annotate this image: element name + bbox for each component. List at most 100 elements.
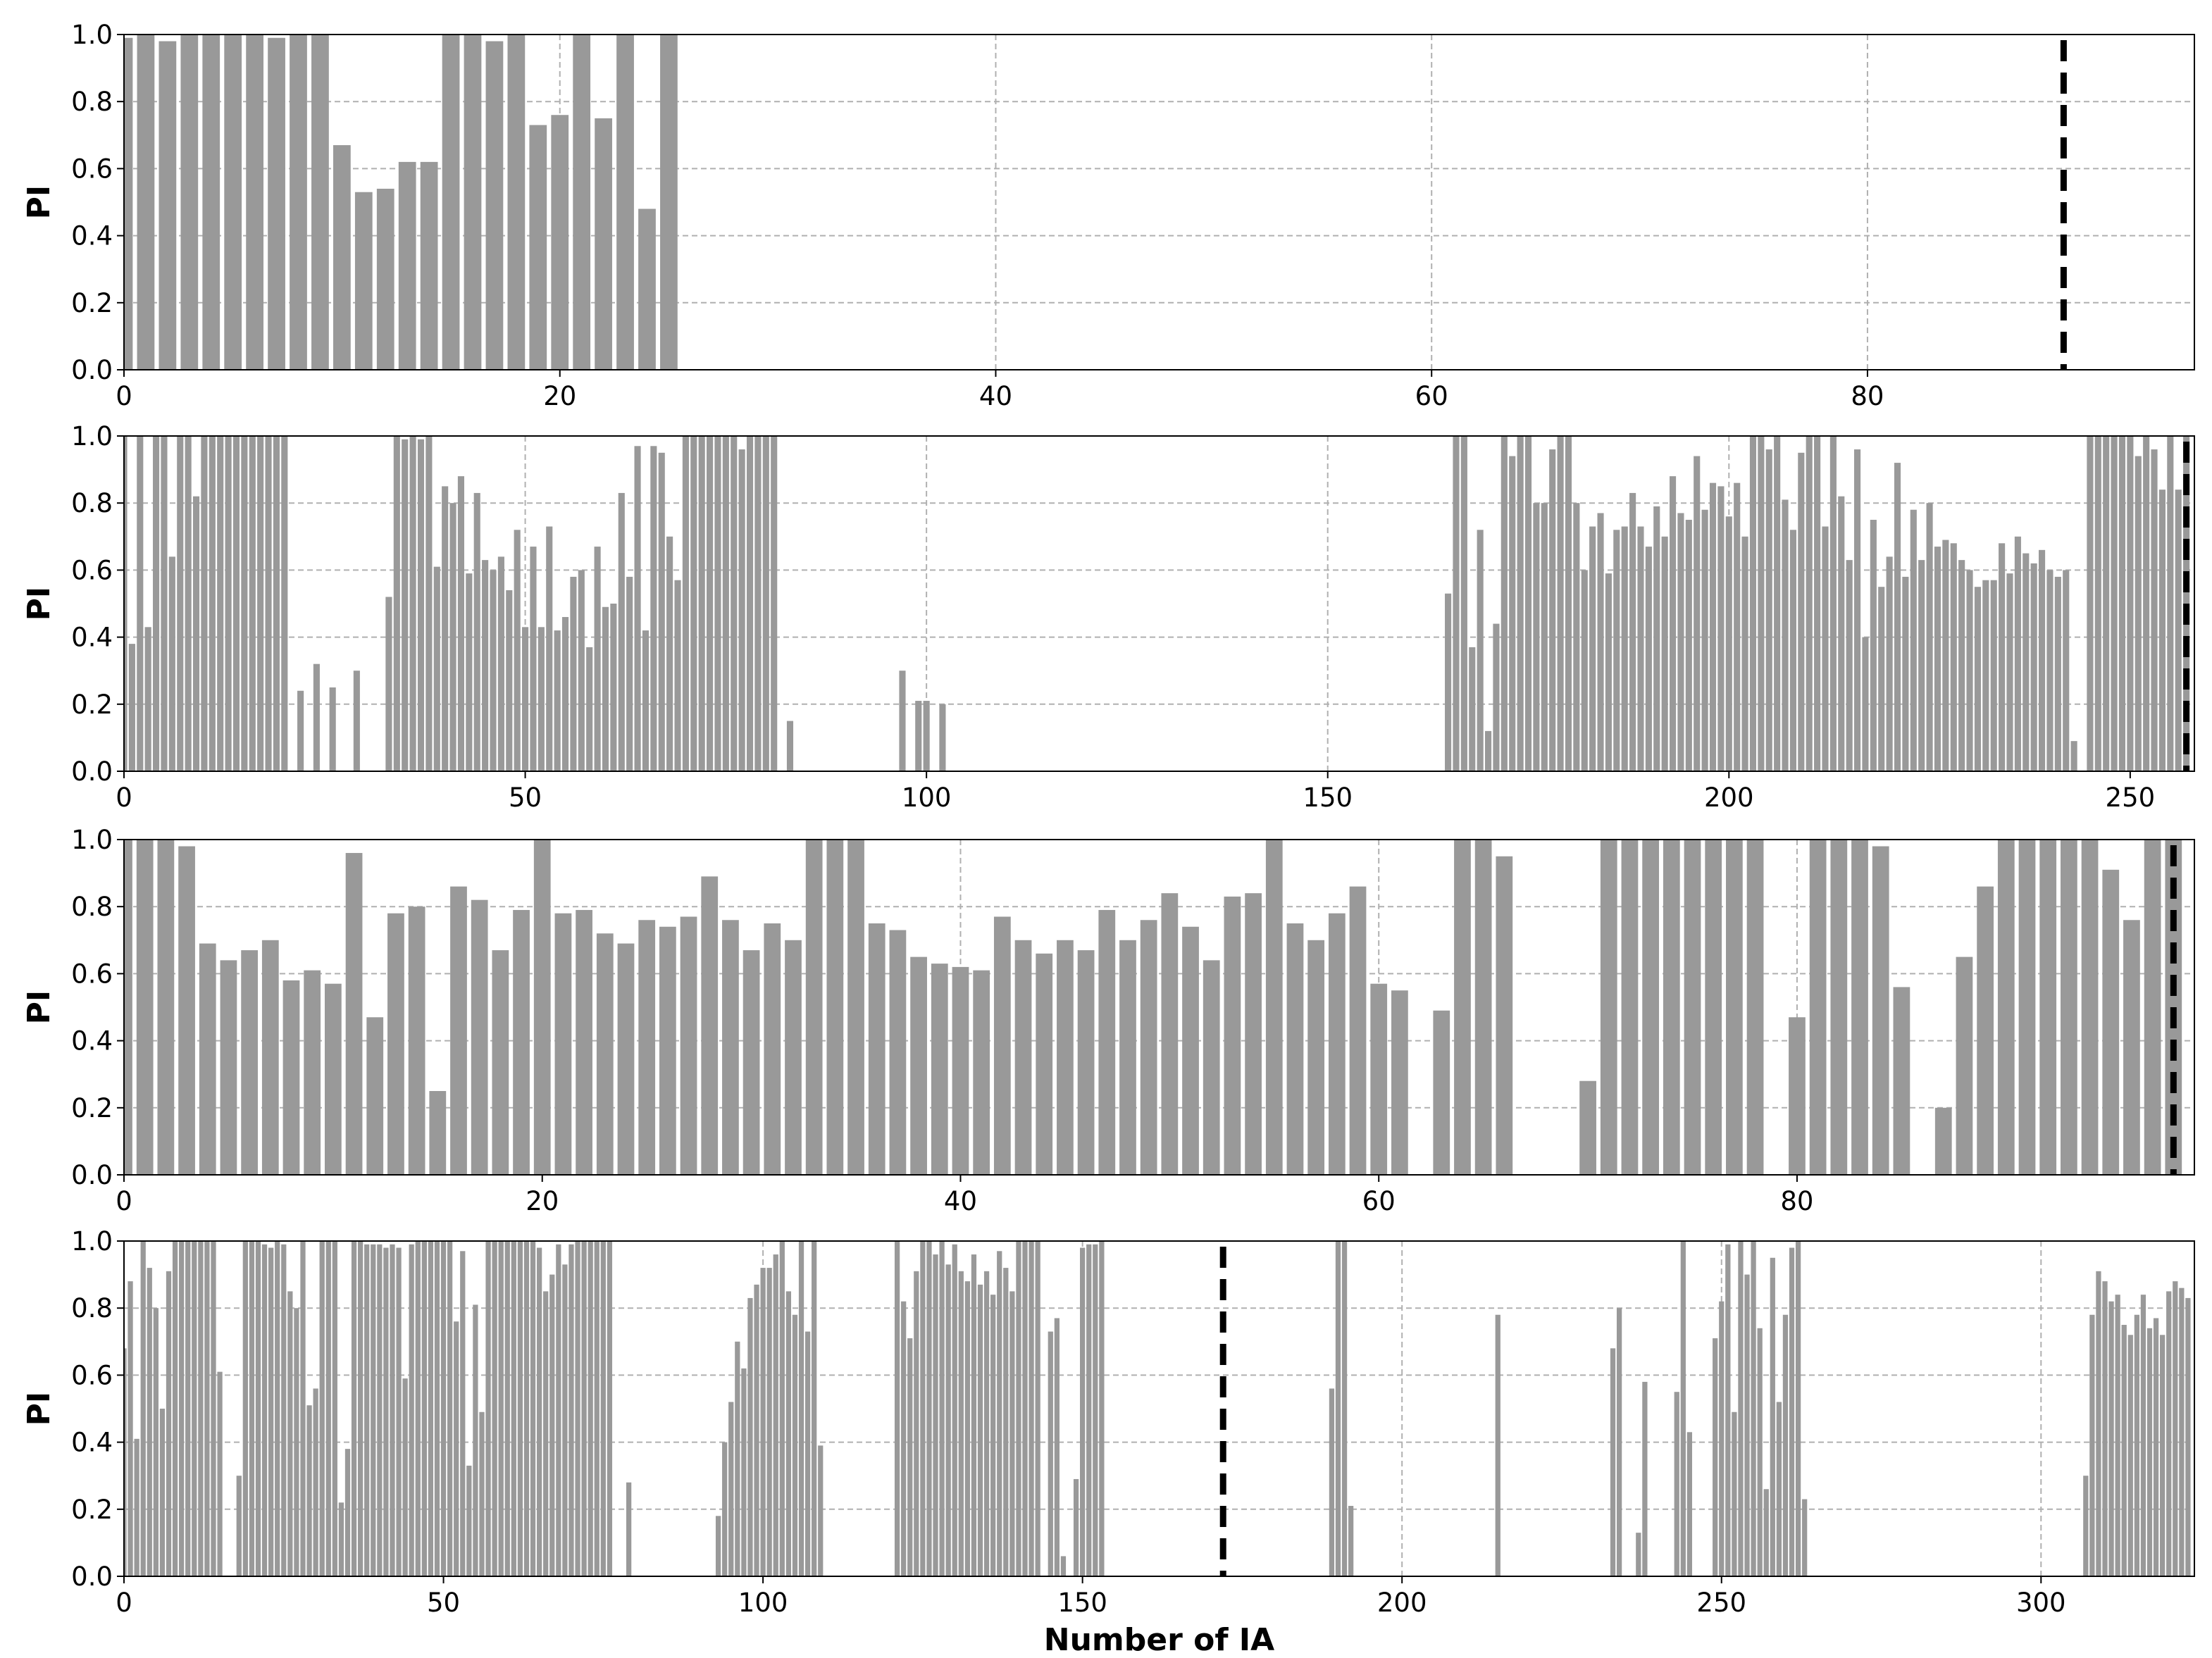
x-tick-label: 60 xyxy=(1415,381,1448,411)
y-axis-label: PI xyxy=(21,587,57,621)
bar xyxy=(261,1244,268,1576)
bar xyxy=(241,436,248,771)
x-tick-label: 40 xyxy=(979,381,1012,411)
bar xyxy=(715,1516,721,1576)
bar xyxy=(1541,503,1548,771)
bar xyxy=(433,566,440,771)
bar xyxy=(529,125,547,370)
bar xyxy=(1581,570,1588,771)
bar xyxy=(2039,549,2046,771)
bar xyxy=(273,436,280,771)
bar xyxy=(409,436,416,771)
x-tick-label: 80 xyxy=(1851,381,1884,411)
bar xyxy=(2014,536,2021,771)
bar xyxy=(140,1241,146,1576)
bar xyxy=(754,436,762,771)
bar xyxy=(1806,436,1813,771)
bar xyxy=(771,436,778,771)
x-tick-label: 250 xyxy=(2106,783,2156,813)
bar xyxy=(728,1402,734,1576)
panel: 0.0 0.2 0.4 0.6 0.8 1.0 0 50 100 150 200 250 PI xyxy=(21,421,2195,813)
bar xyxy=(265,436,272,771)
bar xyxy=(2023,553,2030,771)
bar xyxy=(2108,1301,2114,1576)
bar xyxy=(581,1241,587,1576)
bar xyxy=(1637,526,1644,771)
bar xyxy=(549,1274,555,1576)
bar xyxy=(1741,536,1748,771)
x-tick-label: 80 xyxy=(1780,1186,1813,1216)
bar xyxy=(1870,520,1877,771)
bar xyxy=(1851,840,1868,1175)
bar xyxy=(513,909,530,1175)
bar xyxy=(1610,1348,1616,1576)
bar xyxy=(578,570,585,771)
bar xyxy=(910,956,927,1175)
bar xyxy=(178,846,195,1175)
bar xyxy=(168,556,175,771)
bar xyxy=(650,446,657,771)
bar xyxy=(1677,513,1684,771)
bar xyxy=(1713,1338,1718,1576)
bar xyxy=(2118,436,2126,771)
bar xyxy=(1086,1244,1092,1576)
bar xyxy=(2030,563,2037,771)
x-tick-label: 40 xyxy=(944,1186,977,1216)
bar xyxy=(1977,886,1994,1175)
bar xyxy=(2070,741,2077,771)
bar xyxy=(818,1445,824,1576)
y-tick-label: 0.6 xyxy=(71,1360,113,1390)
bar xyxy=(2102,1281,2108,1576)
bar xyxy=(344,1449,351,1576)
bar xyxy=(1894,463,1901,771)
bar xyxy=(1445,593,1452,771)
bar xyxy=(1774,436,1781,771)
bar xyxy=(440,1241,447,1576)
bar xyxy=(1789,530,1796,771)
bar xyxy=(1616,1308,1622,1576)
bar xyxy=(485,41,504,370)
axes-frame xyxy=(123,839,2195,1176)
x-tick-label: 200 xyxy=(1704,783,1754,813)
bar xyxy=(325,1241,331,1576)
bar xyxy=(225,436,232,771)
bar xyxy=(153,436,160,771)
bar xyxy=(626,1482,632,1576)
bar xyxy=(473,1304,478,1576)
bar xyxy=(409,1244,414,1576)
bar xyxy=(731,436,738,771)
bar xyxy=(425,436,433,771)
bar xyxy=(255,1241,261,1576)
bar xyxy=(290,35,307,370)
bar xyxy=(722,920,739,1175)
bar xyxy=(377,1244,383,1576)
bar xyxy=(1653,506,1660,771)
bar xyxy=(2146,1328,2153,1576)
bar xyxy=(2111,436,2118,771)
bar xyxy=(242,1241,248,1576)
bar xyxy=(2063,570,2070,771)
bar xyxy=(1966,570,1973,771)
bar xyxy=(1573,503,1580,771)
bar xyxy=(1990,580,1997,771)
x-tick-label: 0 xyxy=(116,381,132,411)
bar xyxy=(1763,1489,1769,1576)
bar xyxy=(2089,1314,2095,1576)
y-tick-label: 0.2 xyxy=(71,1495,113,1525)
bar xyxy=(1093,1244,1098,1576)
bar xyxy=(1663,840,1680,1175)
bar xyxy=(1182,926,1199,1175)
bar xyxy=(1661,536,1668,771)
bar xyxy=(1642,1381,1648,1576)
bar xyxy=(1265,840,1283,1175)
bar xyxy=(2143,436,2150,771)
bar xyxy=(626,576,633,771)
bar xyxy=(1009,1291,1015,1576)
bar xyxy=(408,906,425,1175)
bar xyxy=(1958,560,1965,771)
y-tick-label: 0.8 xyxy=(71,87,113,117)
bar xyxy=(202,35,220,370)
x-tick-label: 300 xyxy=(2016,1588,2066,1618)
bar xyxy=(594,547,601,771)
bar xyxy=(246,35,263,370)
